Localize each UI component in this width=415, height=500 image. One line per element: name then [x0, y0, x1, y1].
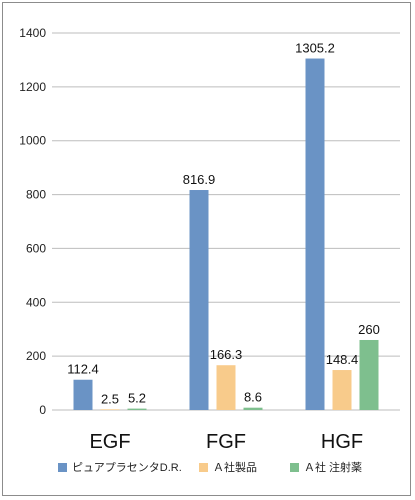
legend-swatch [58, 463, 67, 472]
y-tick-label: 600 [26, 241, 46, 255]
y-tick-label: 1200 [19, 80, 46, 94]
bar-hgf-series-3 [359, 339, 379, 410]
bar-fgf-series-3 [243, 407, 263, 410]
x-category-label: FGF [206, 431, 246, 453]
y-tick-label: 0 [39, 403, 46, 417]
x-category-label: HGF [321, 431, 363, 453]
legend-swatch [199, 463, 208, 472]
data-label: 8.6 [244, 390, 262, 405]
bar-hgf-series-1 [305, 58, 325, 410]
bar-egf-series-1 [73, 379, 93, 410]
y-tick-label: 1400 [19, 26, 46, 40]
legend-entry: Ａ社 注射薬 [304, 460, 362, 474]
y-tick-label: 400 [26, 295, 46, 309]
legend-entry: ピュアプラセンタD.R. [72, 461, 182, 474]
data-label: 112.4 [67, 362, 99, 377]
data-label: 2.5 [101, 391, 119, 406]
bar-hgf-series-2 [332, 370, 352, 410]
y-tick-label: 200 [26, 349, 46, 363]
data-label: 1305.2 [295, 41, 335, 56]
data-label: 148.4 [326, 352, 359, 367]
bar-egf-series-3 [127, 408, 147, 410]
data-label: 166.3 [210, 347, 243, 362]
legend-swatch [290, 463, 299, 472]
bar-fgf-series-2 [216, 365, 236, 410]
y-tick-label: 1000 [19, 134, 46, 148]
bar-fgf-series-1 [189, 190, 209, 410]
data-label: 816.9 [183, 172, 216, 187]
legend-entry: Ａ社製品 [213, 460, 257, 474]
bar-egf-series-2 [100, 409, 120, 410]
data-label: 260 [358, 322, 380, 337]
data-label: 5.2 [128, 391, 146, 406]
y-tick-label: 800 [26, 188, 46, 202]
x-category-label: EGF [89, 431, 130, 453]
